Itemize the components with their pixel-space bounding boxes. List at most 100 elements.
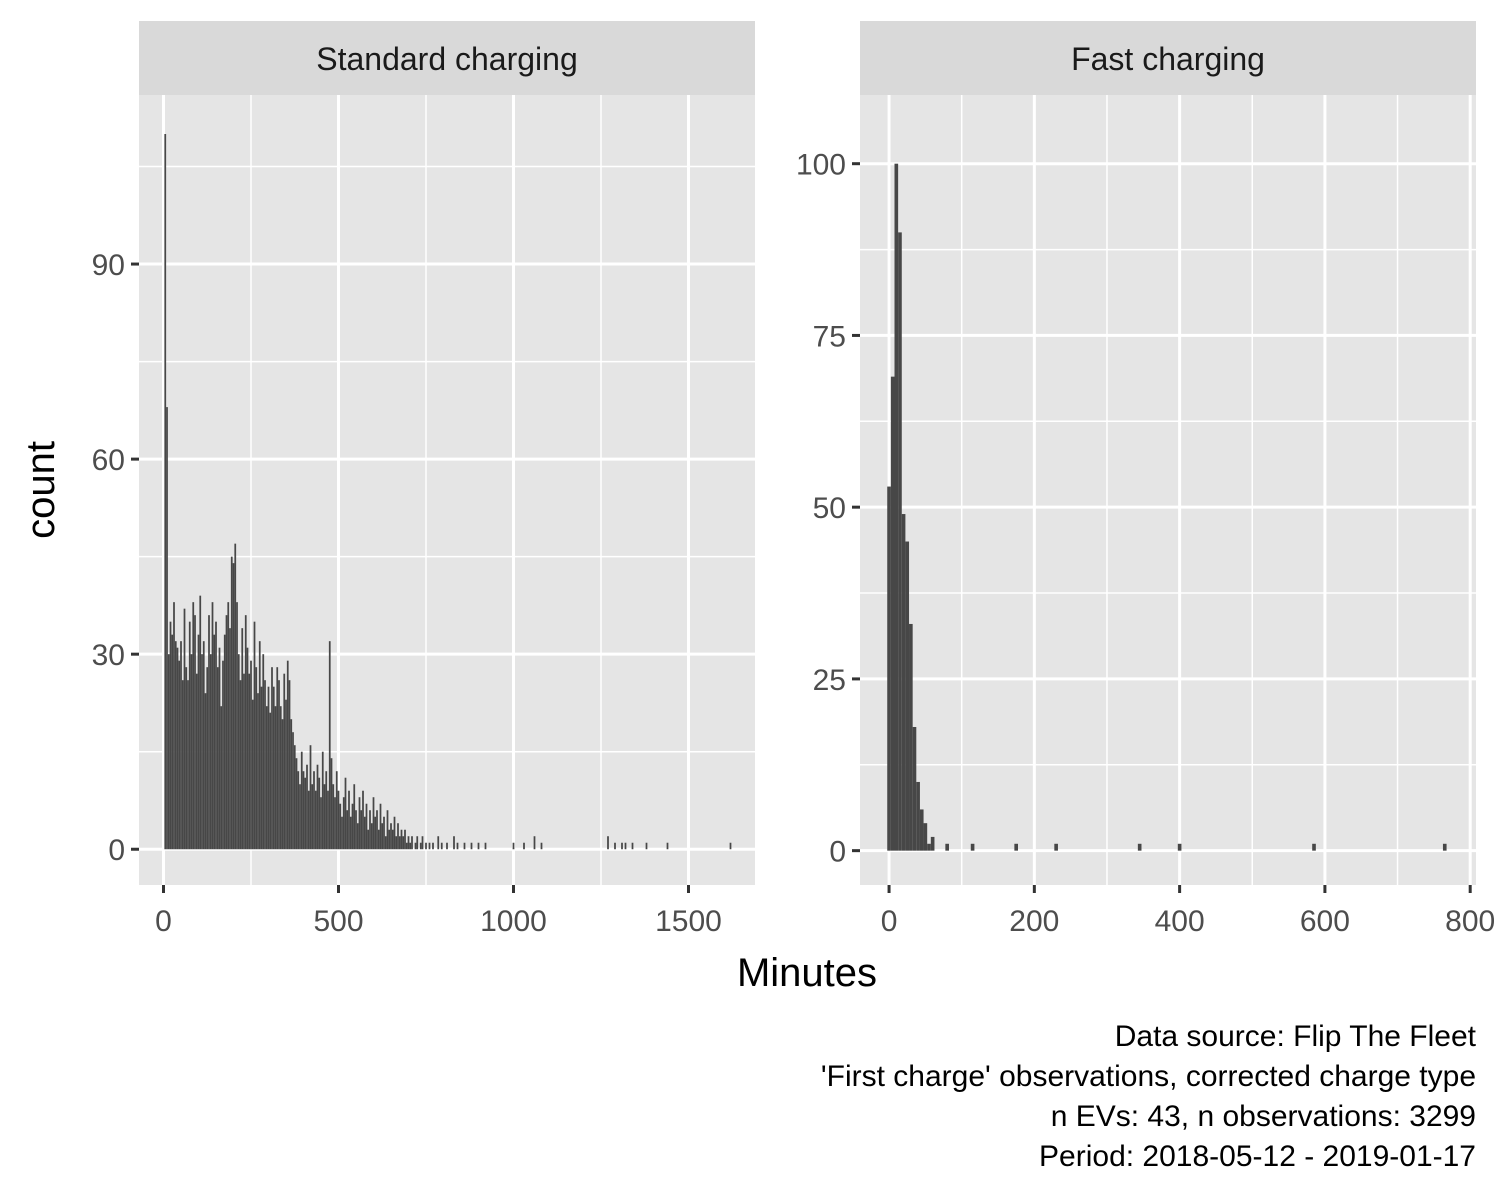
histogram-bar <box>916 781 920 851</box>
histogram-bar <box>342 797 345 850</box>
strip-label-standard-charging: Standard charging <box>316 41 578 77</box>
histogram-bar <box>215 621 217 850</box>
histogram-bar <box>381 823 384 850</box>
histogram-bar <box>232 563 235 850</box>
histogram-bar <box>164 134 167 850</box>
histogram-bar <box>323 784 326 850</box>
histogram-bar <box>390 823 392 850</box>
histogram-bar <box>898 232 902 851</box>
histogram-bar <box>970 843 975 851</box>
histogram-bar <box>188 621 191 850</box>
histogram-bar <box>262 654 265 850</box>
histogram-bar <box>183 608 186 850</box>
histogram-bar <box>607 836 609 850</box>
histogram-bar <box>281 719 284 850</box>
histogram-bar <box>1177 843 1182 851</box>
x-axis-fast-charging: 0 200 400 600 800 <box>881 885 1495 938</box>
histogram-bar <box>213 634 216 850</box>
histogram-bar <box>293 745 296 850</box>
histogram-bar <box>314 790 317 850</box>
histogram-bar <box>376 810 378 850</box>
histogram-bar <box>356 823 359 850</box>
histogram-bar <box>316 764 319 850</box>
histogram-bar <box>360 810 363 850</box>
histogram-bar <box>286 660 289 850</box>
histogram-bar <box>218 647 221 850</box>
histogram-bar <box>369 810 371 850</box>
histogram-bar <box>362 790 364 850</box>
histogram-bar <box>307 790 310 850</box>
histogram-bar <box>253 621 256 850</box>
histogram-bar <box>306 764 308 850</box>
histogram-bar <box>402 836 405 850</box>
histogram-bar <box>540 842 543 850</box>
histogram-bar <box>523 842 525 850</box>
histogram-bar <box>237 654 240 850</box>
histogram-bar <box>927 843 931 851</box>
histogram-bar <box>621 842 623 850</box>
histogram-bar <box>223 634 226 850</box>
histogram-bar <box>923 823 928 851</box>
histogram-bar <box>901 514 906 851</box>
histogram-bar <box>311 784 314 850</box>
x-tick-label: 0 <box>881 905 898 938</box>
histogram-bar <box>260 686 263 850</box>
histogram-bar <box>383 816 385 850</box>
histogram-bar <box>666 842 669 850</box>
histogram-bar <box>199 595 202 850</box>
histogram-bar <box>337 790 340 850</box>
y-axis-fast-charging: 0 25 50 75 100 <box>796 149 860 869</box>
histogram-bar <box>421 836 424 850</box>
histogram-bar <box>176 647 179 850</box>
histogram-bar <box>241 628 244 850</box>
x-axis-title: Minutes <box>737 951 877 995</box>
histogram-bar <box>432 842 434 850</box>
histogram-bar <box>391 829 394 850</box>
histogram-bar <box>624 842 627 850</box>
histogram-bar <box>404 829 406 850</box>
histogram-bar <box>407 836 410 850</box>
strip-fast-charging <box>860 21 1476 95</box>
histogram-bar <box>446 842 448 850</box>
histogram-bar <box>327 790 329 850</box>
histogram-bar <box>400 829 403 850</box>
histogram-bar <box>890 376 895 851</box>
histogram-bar <box>416 836 419 850</box>
histogram-bar <box>930 836 935 851</box>
histogram-bar <box>255 667 258 850</box>
panel-fast-charging: Fast charging 0 25 50 75 100 0 200 400 600 800 <box>796 21 1495 938</box>
histogram-bar <box>372 797 375 850</box>
histogram-bar <box>192 602 195 850</box>
histogram-bar <box>208 615 210 850</box>
histogram-bar <box>351 803 354 850</box>
histogram-bar <box>174 641 177 850</box>
x-tick-label: 1500 <box>655 905 722 938</box>
histogram-bar <box>169 621 172 850</box>
histogram-bar <box>363 816 366 850</box>
histogram-bar <box>397 823 399 850</box>
histogram-bar <box>398 836 401 850</box>
histogram-bar <box>414 842 417 850</box>
histogram-bar <box>190 654 193 850</box>
histogram-bar <box>321 751 324 850</box>
histogram-bar <box>285 699 287 850</box>
histogram-bar <box>264 680 266 850</box>
strip-standard-charging <box>139 21 755 95</box>
histogram-bar <box>325 771 328 850</box>
histogram-bar <box>236 602 238 850</box>
histogram-bar <box>204 693 207 850</box>
histogram-bar <box>318 777 321 850</box>
histogram-bar <box>222 660 224 850</box>
histogram-bar <box>278 680 280 850</box>
histogram-bar <box>484 842 487 850</box>
histogram-bar <box>339 803 342 850</box>
y-axis-title: count <box>19 441 63 539</box>
y-tick-label: 0 <box>829 836 846 869</box>
histogram-bar <box>209 654 212 850</box>
histogram-bar <box>349 816 352 850</box>
y-tick-label: 25 <box>813 664 846 697</box>
histogram-bar <box>440 842 443 850</box>
histogram-bar <box>377 829 380 850</box>
histogram-bar <box>645 842 648 850</box>
